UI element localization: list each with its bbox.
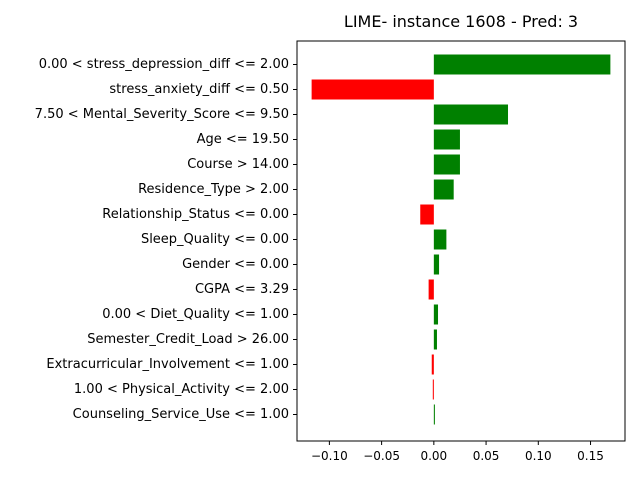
y-tick-label-9: CGPA <= 3.29 — [195, 282, 289, 297]
x-tick-label-4: 0.10 — [525, 449, 552, 463]
bar-7 — [433, 229, 447, 250]
y-axis-ticks: 0.00 < stress_depression_diff <= 2.00 str… — [35, 57, 297, 422]
plot-frame — [296, 40, 626, 442]
y-tick-label-5: Residence_Type > 2.00 — [138, 182, 289, 197]
bar-3 — [433, 129, 460, 150]
y-tick-label-8: Gender <= 0.00 — [182, 257, 289, 272]
y-tick-label-3: Age <= 19.50 — [197, 132, 289, 147]
bar-12 — [431, 354, 434, 375]
bar-0 — [433, 54, 611, 75]
x-axis-ticks: −0.10 −0.05 0.00 0.05 0.10 0.15 — [311, 441, 604, 463]
x-tick-label-1: −0.05 — [363, 449, 400, 463]
bar-13 — [432, 379, 434, 400]
bar-9 — [428, 279, 434, 300]
x-tick-label-3: 0.05 — [473, 449, 500, 463]
x-tick-label-5: 0.15 — [577, 449, 604, 463]
y-tick-label-14: Counseling_Service_Use <= 1.00 — [73, 407, 289, 422]
y-tick-label-7: Sleep_Quality <= 0.00 — [141, 232, 289, 247]
bar-14 — [433, 404, 435, 425]
y-tick-label-0: 0.00 < stress_depression_diff <= 2.00 — [39, 57, 289, 72]
y-tick-label-1: stress_anxiety_diff <= 0.50 — [109, 82, 289, 97]
bar-8 — [433, 254, 440, 275]
y-tick-label-13: 1.00 < Physical_Activity <= 2.00 — [74, 382, 289, 397]
bar-4 — [433, 154, 460, 175]
y-tick-label-6: Relationship_Status <= 0.00 — [102, 207, 289, 222]
bar-11 — [433, 329, 437, 350]
x-tick-label-2: 0.00 — [420, 449, 447, 463]
chart-title: LIME- instance 1608 - Pred: 3 — [344, 12, 578, 31]
x-tick-label-0: −0.10 — [311, 449, 348, 463]
y-tick-label-12: Extracurricular_Involvement <= 1.00 — [46, 357, 289, 372]
bar-5 — [433, 179, 454, 200]
y-tick-label-2: 7.50 < Mental_Severity_Score <= 9.50 — [35, 107, 289, 122]
bar-6 — [420, 204, 434, 225]
y-tick-label-11: Semester_Credit_Load > 26.00 — [87, 332, 289, 347]
bar-2 — [433, 104, 509, 125]
bar-1 — [311, 79, 434, 100]
bar-10 — [433, 304, 439, 325]
bars-group — [311, 54, 611, 425]
y-tick-label-4: Course > 14.00 — [187, 157, 289, 172]
y-tick-label-10: 0.00 < Diet_Quality <= 1.00 — [102, 307, 289, 322]
